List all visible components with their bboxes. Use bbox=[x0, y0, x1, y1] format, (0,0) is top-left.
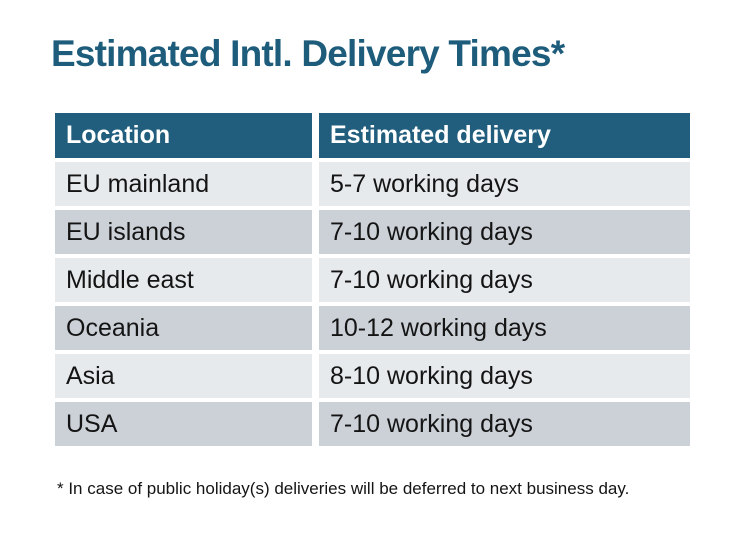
header-cell-estimated-delivery: Estimated delivery bbox=[319, 113, 690, 158]
table-row: Middle east 7-10 working days bbox=[55, 258, 690, 302]
cell-delivery: 10-12 working days bbox=[319, 306, 690, 350]
table-row: Oceania 10-12 working days bbox=[55, 306, 690, 350]
delivery-table: Location Estimated delivery EU mainland … bbox=[55, 113, 690, 446]
cell-location: Middle east bbox=[55, 258, 312, 302]
cell-location: USA bbox=[55, 402, 312, 446]
table-row: USA 7-10 working days bbox=[55, 402, 690, 446]
cell-location: Asia bbox=[55, 354, 312, 398]
header-cell-location: Location bbox=[55, 113, 312, 158]
cell-location: EU islands bbox=[55, 210, 312, 254]
cell-delivery: 7-10 working days bbox=[319, 258, 690, 302]
page-title: Estimated Intl. Delivery Times* bbox=[51, 33, 565, 74]
table-row: Asia 8-10 working days bbox=[55, 354, 690, 398]
cell-delivery: 7-10 working days bbox=[319, 402, 690, 446]
cell-delivery: 8-10 working days bbox=[319, 354, 690, 398]
cell-delivery: 5-7 working days bbox=[319, 162, 690, 206]
table-row: EU mainland 5-7 working days bbox=[55, 162, 690, 206]
table-row: EU islands 7-10 working days bbox=[55, 210, 690, 254]
footnote: * In case of public holiday(s) deliverie… bbox=[57, 479, 630, 498]
table-header-row: Location Estimated delivery bbox=[55, 113, 690, 158]
cell-delivery: 7-10 working days bbox=[319, 210, 690, 254]
cell-location: Oceania bbox=[55, 306, 312, 350]
cell-location: EU mainland bbox=[55, 162, 312, 206]
